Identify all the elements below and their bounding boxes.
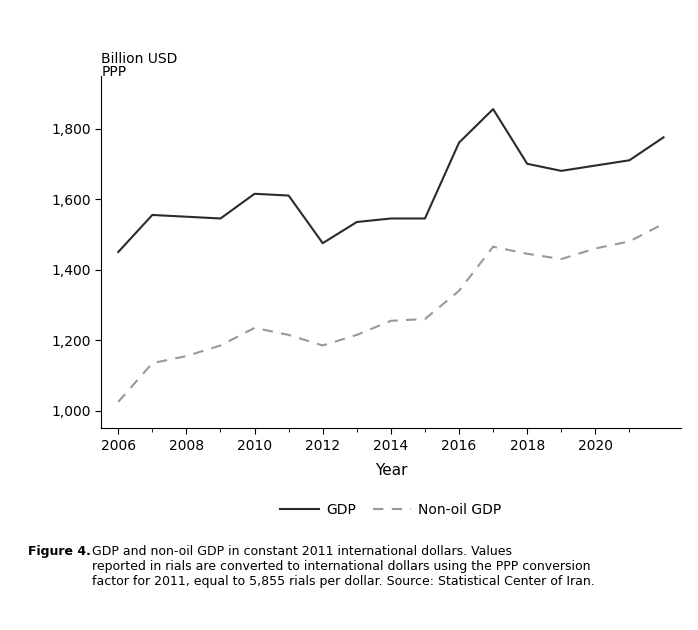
Text: GDP and non-oil GDP in constant 2011 international dollars. Values
reported in r: GDP and non-oil GDP in constant 2011 int…: [92, 545, 595, 588]
Legend: GDP, Non-oil GDP: GDP, Non-oil GDP: [274, 497, 507, 522]
Text: Billion USD: Billion USD: [101, 52, 177, 66]
Text: Figure 4.: Figure 4.: [28, 545, 91, 558]
X-axis label: Year: Year: [375, 462, 407, 478]
Text: PPP: PPP: [101, 65, 126, 79]
